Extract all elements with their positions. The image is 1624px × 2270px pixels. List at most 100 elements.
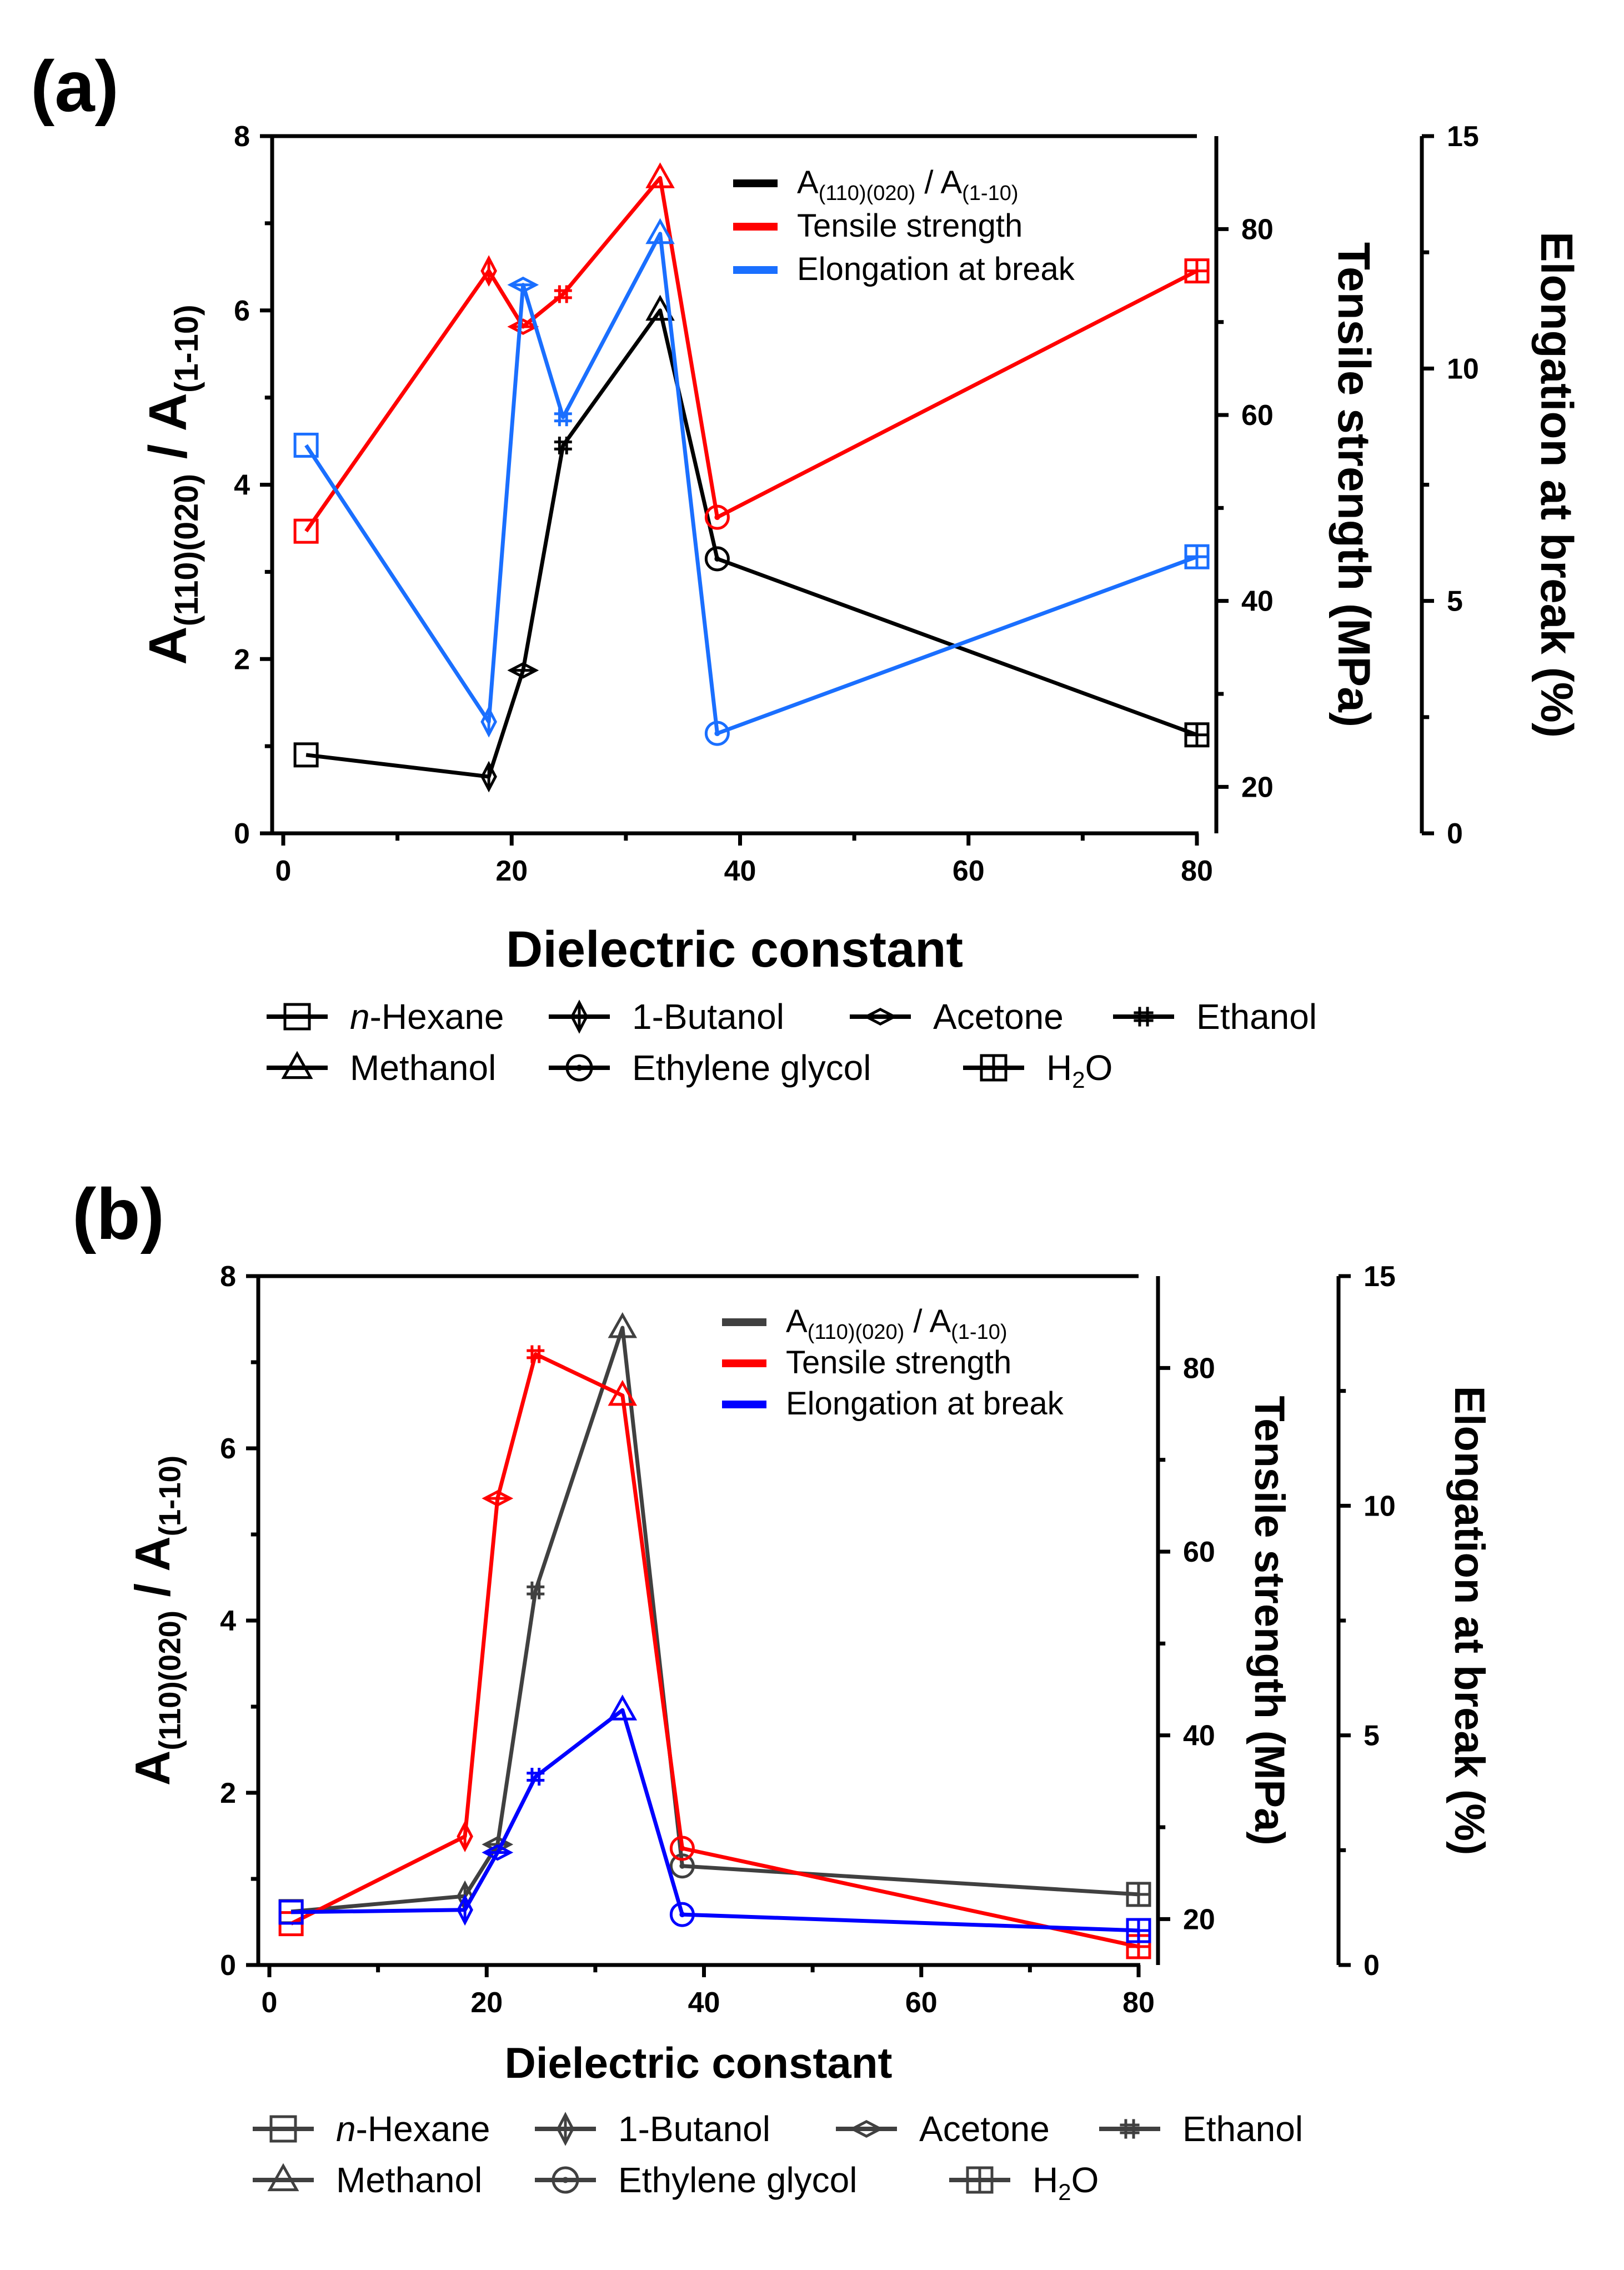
data-point-tensile — [480, 255, 497, 287]
data-point-elongation — [482, 1844, 514, 1861]
data-point-tensile — [608, 1379, 638, 1406]
marker-legend-label: Methanol — [336, 2160, 482, 2200]
axes: 0 20 40 60 80 0 2 4 6 8 20 40 60 80 0 5 10 15 — [234, 121, 1479, 887]
marker-legend-item: Ethylene glycol — [549, 1048, 871, 1088]
y-right1-tick-label: 40 — [1241, 586, 1274, 618]
chart-panel-a: (a) 0 20 40 60 80 0 2 4 6 8 20 40 60 80 0 5 10 15 Dielectri… — [31, 46, 1582, 1093]
panel-label: (b) — [72, 1173, 164, 1254]
data-point-elongation — [645, 218, 675, 244]
chart-panel-b: (b) 0 20 40 60 80 0 2 4 6 8 20 40 60 80 0 5 10 15 Dielectri… — [72, 1173, 1493, 2205]
data-point-ratio — [608, 1312, 638, 1338]
y-right2-tick-label: 5 — [1364, 1720, 1380, 1752]
marker-legend-label: Acetone — [919, 2109, 1050, 2149]
data-point-elongation — [527, 1768, 545, 1786]
marker-legend-symbol — [283, 1003, 311, 1031]
data-point-ratio — [554, 436, 572, 454]
x-tick-label: 40 — [688, 1987, 720, 2019]
y-left-axis-title: A(110)(020) / A(1-10) — [138, 304, 205, 664]
marker-legend-item: Ethylene glycol — [535, 2160, 857, 2200]
data-point-tensile — [293, 518, 319, 544]
marker-legend-symbol — [556, 2112, 575, 2146]
data-point-ratio — [293, 742, 319, 768]
marker-legend-symbol — [863, 1007, 898, 1026]
y-right1-axis-title: Tensile strength (MPa) — [1329, 242, 1379, 727]
x-tick-label: 40 — [724, 855, 756, 887]
y-right2-tick-label: 10 — [1447, 353, 1479, 385]
y-right1-tick-label: 60 — [1241, 399, 1274, 432]
series-line-ratio — [305, 308, 1198, 779]
x-axis-title: Dielectric constant — [505, 2038, 893, 2087]
axes: 0 20 40 60 80 0 2 4 6 8 20 40 60 80 0 5 10 15 — [220, 1261, 1396, 2019]
marker-legend-symbol — [980, 1054, 1008, 1082]
marker-legend-item: Ethanol — [1113, 997, 1317, 1037]
y-right2-tick-label: 15 — [1447, 121, 1479, 153]
marker-legend-label: Ethylene glycol — [632, 1048, 871, 1088]
y-left-tick-label: 6 — [220, 1433, 236, 1465]
marker-legend-item: n-Hexane — [267, 997, 504, 1037]
data-point-elongation — [457, 1894, 473, 1926]
marker-legend-label: n-Hexane — [350, 997, 504, 1037]
data-point-elongation — [669, 1902, 695, 1927]
y-right1-axis-title: Tensile strength (MPa) — [1246, 1396, 1293, 1845]
marker-legend-symbol — [269, 2115, 297, 2143]
x-tick-label: 60 — [905, 1987, 938, 2019]
y-right2-tick-label: 0 — [1364, 1949, 1380, 1982]
y-right1-tick-label: 20 — [1183, 1903, 1215, 1936]
y-left-tick-label: 0 — [234, 818, 250, 850]
marker-legend-symbol — [281, 1051, 313, 1079]
data-point-ratio — [669, 1853, 695, 1879]
marker-legend-item: Ethanol — [1099, 2109, 1303, 2149]
data-point-ratio — [527, 1581, 545, 1599]
x-tick-label: 60 — [953, 855, 985, 887]
marker-legend-label: Ethanol — [1196, 997, 1317, 1037]
data-point-ratio — [507, 662, 539, 679]
legend-label-ratio: A(110)(020) / A(1-10) — [797, 164, 1019, 205]
panel-label: (a) — [31, 46, 119, 127]
y-right2-axis-title: Elongation at break (%) — [1531, 232, 1582, 738]
data-point-tensile — [669, 1836, 695, 1861]
series-line-elongation — [304, 232, 1198, 736]
data-point-elongation — [278, 1899, 304, 1925]
y-left-tick-label: 8 — [220, 1261, 236, 1293]
y-right1-tick-label: 80 — [1183, 1352, 1215, 1384]
x-tick-label: 80 — [1122, 1987, 1155, 2019]
marker-legend-label: n-Hexane — [336, 2109, 490, 2149]
data-point-ratio — [480, 761, 497, 793]
y-right2-tick-label: 15 — [1364, 1261, 1396, 1293]
data-point-tensile — [527, 1345, 545, 1363]
marker-legend-symbol — [1120, 2119, 1140, 2139]
x-axis-title: Dielectric constant — [506, 921, 963, 978]
y-right2-tick-label: 10 — [1364, 1490, 1396, 1522]
marker-legend-symbol — [966, 2166, 994, 2194]
data-point-elongation — [704, 721, 730, 746]
data-point-tensile — [507, 318, 539, 335]
y-left-tick-label: 6 — [234, 295, 250, 327]
legend-label-elongation: Elongation at break — [797, 251, 1075, 287]
data-point-tensile — [457, 1821, 473, 1852]
marker-legend-symbol — [849, 2119, 884, 2138]
legend-label-elongation: Elongation at break — [786, 1386, 1064, 1422]
data-point-tensile — [645, 162, 675, 188]
marker-legend-symbol — [565, 1054, 593, 1082]
data-point-elongation — [480, 706, 497, 738]
y-left-axis-title: A(110)(020) / A(1-10) — [125, 1456, 187, 1786]
y-right2-tick-label: 5 — [1447, 586, 1463, 618]
data-point-elongation — [293, 432, 319, 458]
y-left-tick-label: 2 — [220, 1777, 236, 1809]
marker-legend-symbol — [1134, 1007, 1154, 1027]
marker-legend-label: Ethylene glycol — [618, 2160, 857, 2200]
y-left-tick-label: 8 — [234, 121, 250, 153]
y-right1-tick-label: 40 — [1183, 1720, 1215, 1752]
data-point-elongation — [554, 408, 572, 427]
y-right2-axis-title: Elongation at break (%) — [1446, 1386, 1493, 1856]
data-point-elongation — [1184, 544, 1210, 569]
series-line-tensile — [304, 176, 1198, 533]
data-point-ratio — [645, 294, 675, 321]
legend-label-ratio: A(110)(020) / A(1-10) — [786, 1303, 1008, 1344]
legend-label-tensile: Tensile strength — [797, 208, 1022, 244]
marker-legend-symbol — [267, 2163, 299, 2192]
data-point-tensile — [482, 1490, 514, 1507]
y-left-tick-label: 2 — [234, 643, 250, 676]
marker-legend-item: 1-Butanol — [549, 997, 784, 1037]
